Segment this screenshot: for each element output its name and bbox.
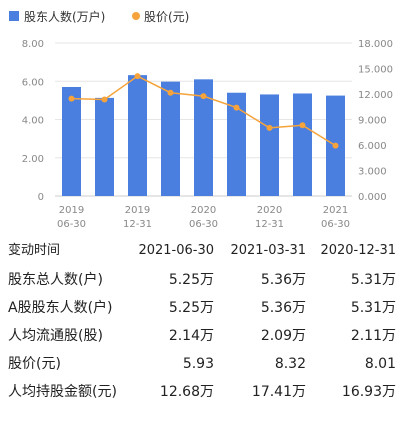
table-header-date-3: 2020-12-31: [320, 243, 396, 258]
row-label: 人均持股金额(元): [8, 384, 117, 400]
row-label: 股价(元): [8, 356, 61, 372]
legend-label-price: 股价(元): [144, 10, 189, 24]
row-value: 8.32: [274, 356, 306, 372]
row-value: 5.25万: [168, 300, 214, 316]
price-point: [233, 104, 240, 111]
row-value: 2.14万: [168, 328, 214, 344]
x-tick-label-date: 06-30: [189, 219, 218, 230]
y-left-tick-label: 0: [38, 192, 44, 203]
y-left-tick-label: 6.00: [22, 77, 44, 88]
price-point: [299, 122, 306, 129]
row-value: 2.09万: [260, 328, 306, 344]
x-tick-label-date: 06-30: [57, 219, 86, 230]
price-point: [68, 95, 75, 102]
row-value: 5.25万: [168, 272, 214, 288]
table-row: 人均持股金额(元) 12.68万 17.41万 16.93万: [0, 378, 408, 406]
y-right-tick-label: 6.000: [358, 141, 387, 152]
x-tick-label-year: 2020: [257, 205, 282, 216]
bar-shareholders: [293, 93, 312, 196]
legend-swatch-price: [132, 12, 140, 20]
row-value: 2.11万: [350, 328, 396, 344]
row-label: A股股东人数(户): [8, 300, 113, 316]
price-point: [266, 124, 273, 131]
x-tick-label-date: 12-31: [123, 219, 152, 230]
y-right-tick-label: 18.000: [358, 39, 393, 50]
price-point: [101, 96, 108, 103]
bar-shareholders: [62, 86, 81, 196]
bar-shareholders: [95, 97, 114, 196]
legend-swatch-shareholders: [9, 11, 19, 21]
row-label: 股东总人数(户): [8, 272, 103, 288]
row-value: 16.93万: [341, 384, 396, 400]
y-right-tick-label: 15.000: [358, 65, 393, 76]
row-value: 8.01: [364, 356, 396, 372]
bar-shareholders: [260, 94, 279, 196]
row-value: 5.31万: [350, 300, 396, 316]
row-value: 17.41万: [251, 384, 306, 400]
legend-label-shareholders: 股东人数(万户): [24, 9, 105, 24]
shareholder-chart: 股东人数(万户) 股价(元) 0 2.00 4.00 6.00 8.00 0.000 3.000…: [9, 9, 393, 230]
bar-shareholders: [161, 81, 180, 196]
table-header-date-2: 2021-03-31: [230, 243, 306, 258]
table-row: 股东总人数(户) 5.25万 5.36万 5.31万: [0, 266, 408, 294]
y-left-tick-label: 4.00: [22, 116, 44, 127]
table-row: 股价(元) 5.93 8.32 8.01: [0, 350, 408, 378]
row-value: 12.68万: [159, 384, 214, 400]
table-header-row: 变动时间 2021-06-30 2021-03-31 2020-12-31: [0, 236, 408, 266]
x-tick-label-year: 2021: [323, 205, 348, 216]
row-value: 5.93: [182, 356, 214, 372]
shareholder-table: 变动时间 2021-06-30 2021-03-31 2020-12-31 股东…: [0, 236, 408, 406]
x-tick-label-year: 2019: [125, 205, 150, 216]
y-right-tick-label: 9.000: [358, 116, 387, 127]
row-label: 人均流通股(股): [8, 328, 103, 344]
x-tick-label-date: 06-30: [321, 219, 350, 230]
row-value: 5.31万: [350, 272, 396, 288]
row-value: 5.36万: [260, 272, 306, 288]
y-left-tick-label: 2.00: [22, 154, 44, 165]
table-row: 人均流通股(股) 2.14万 2.09万 2.11万: [0, 322, 408, 350]
x-tick-label-year: 2020: [191, 205, 216, 216]
bar-shareholders: [227, 92, 246, 196]
price-point: [200, 93, 207, 100]
y-right-tick-label: 3.000: [358, 167, 387, 178]
price-point: [332, 142, 339, 149]
bar-shareholders: [194, 79, 213, 196]
table-header-date-1: 2021-06-30: [138, 243, 214, 258]
y-right-tick-label: 12.000: [358, 90, 393, 101]
row-value: 5.36万: [260, 300, 306, 316]
bar-shareholders: [128, 75, 147, 196]
price-point: [134, 73, 141, 80]
table-header-label: 变动时间: [8, 243, 61, 258]
y-right-tick-label: 0.000: [358, 192, 387, 203]
table-row: A股股东人数(户) 5.25万 5.36万 5.31万: [0, 294, 408, 322]
x-tick-label-year: 2019: [59, 205, 84, 216]
x-tick-label-date: 12-31: [255, 219, 284, 230]
price-point: [167, 89, 174, 96]
y-left-tick-label: 8.00: [22, 39, 44, 50]
